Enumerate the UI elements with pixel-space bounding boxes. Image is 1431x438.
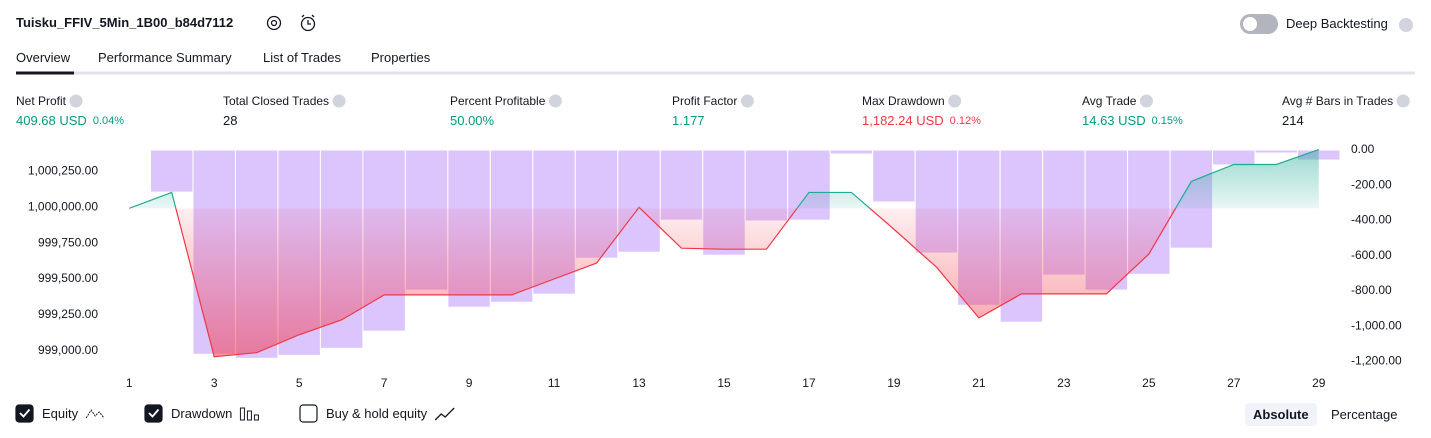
y-tick-label: 1,000,000.00 — [28, 200, 98, 214]
checkbox[interactable] — [299, 404, 318, 423]
legend-label[interactable]: Buy & hold equity — [326, 406, 428, 421]
x-tick-label: 25 — [1142, 376, 1156, 390]
info-icon — [69, 94, 83, 108]
checkbox[interactable] — [15, 404, 34, 423]
strategy-title: Tuisku_FFIV_5Min_1B00_b84d7112 — [16, 15, 234, 30]
tab[interactable]: Overview — [16, 50, 71, 65]
stat-value: 1,182.24 USD — [862, 113, 944, 128]
info-icon — [740, 94, 754, 108]
equity-line — [129, 149, 1319, 358]
stat-value: 50.00% — [450, 113, 495, 128]
x-tick-label: 29 — [1312, 376, 1326, 390]
stat-sub: 0.12% — [949, 115, 981, 127]
x-tick-label: 1 — [126, 376, 133, 390]
stat-sub: 0.15% — [1151, 115, 1183, 127]
x-tick-label: 13 — [632, 376, 646, 390]
drawdown-bar — [107, 149, 151, 152]
x-tick-label: 3 — [211, 376, 218, 390]
stat-label: Avg # Bars in Trades — [1282, 94, 1394, 108]
info-icon — [332, 94, 346, 108]
stat-sub: 0.04% — [92, 115, 125, 127]
info-icon — [1396, 94, 1410, 108]
checkbox[interactable] — [144, 404, 163, 423]
drawdown-bar — [617, 149, 661, 253]
checkmark — [148, 408, 160, 418]
y-tick-label: 999,000.00 — [38, 343, 98, 357]
x-tick-label: 15 — [717, 376, 731, 390]
y2-tick-label: -800.00 — [1351, 283, 1392, 297]
stat-label: Net Profit — [16, 94, 67, 108]
x-tick-label: 5 — [296, 376, 303, 390]
x-tick-label: 17 — [802, 376, 816, 390]
stat-label: Total Closed Trades — [223, 94, 330, 108]
x-tick-label: 19 — [887, 376, 901, 390]
y-tick-label: 999,250.00 — [38, 307, 98, 321]
toggle-label[interactable]: Deep Backtesting — [1286, 16, 1388, 31]
x-tick-label: 21 — [972, 376, 986, 390]
stat-value: 28 — [223, 113, 238, 128]
y2-tick-label: -600.00 — [1351, 248, 1392, 262]
x-tick-label: 7 — [381, 376, 388, 390]
drawdown-bar — [787, 149, 831, 221]
drawdown-bar — [1212, 149, 1256, 166]
toggle-knob — [1243, 17, 1257, 31]
info-icon — [948, 94, 962, 108]
info-icon — [1139, 94, 1153, 108]
info-icon — [548, 94, 562, 108]
x-tick-label: 23 — [1057, 376, 1071, 390]
y2-tick-label: -400.00 — [1351, 213, 1392, 227]
add-alert-icon[interactable] — [300, 14, 316, 32]
drawdown-bar — [149, 149, 194, 193]
stat-label: Avg Trade — [1082, 94, 1137, 108]
drawdown-bar — [829, 149, 874, 155]
stat-label: Max Drawdown — [862, 94, 945, 108]
equity-area — [129, 149, 1319, 357]
mode-button[interactable]: Absolute — [1245, 403, 1317, 426]
buyhold-icon — [434, 407, 455, 421]
stat-label: Percent Profitable — [450, 94, 546, 108]
drawdown-bar — [1254, 149, 1299, 154]
y-tick-label: 1,000,250.00 — [28, 164, 98, 178]
y2-tick-label: -200.00 — [1351, 177, 1392, 191]
equity-icon — [85, 409, 105, 419]
tab[interactable]: Properties — [371, 50, 431, 65]
y2-tick-label: 0.00 — [1351, 142, 1375, 156]
y2-tick-label: -1,000.00 — [1351, 318, 1402, 332]
x-tick-label: 11 — [548, 376, 561, 390]
y-tick-label: 999,750.00 — [38, 235, 98, 249]
stat-value: 409.68 USD — [16, 113, 87, 128]
settings-icon[interactable] — [266, 15, 282, 31]
x-tick-label: 9 — [466, 376, 473, 390]
stat-value: 214 — [1282, 113, 1304, 128]
drawdown-icon — [239, 407, 259, 421]
legend-label[interactable]: Drawdown — [171, 406, 233, 421]
x-tick-label: 27 — [1227, 376, 1241, 390]
stat-label: Profit Factor — [672, 94, 738, 108]
tab[interactable]: List of Trades — [263, 50, 342, 65]
mode-button[interactable]: Percentage — [1331, 407, 1398, 422]
drawdown-bar — [872, 149, 916, 203]
stat-value: 1.177 — [672, 113, 705, 128]
y-tick-label: 999,500.00 — [38, 271, 98, 285]
stat-value: 14.63 USD — [1082, 113, 1146, 128]
legend-label[interactable]: Equity — [42, 406, 79, 421]
tab[interactable]: Performance Summary — [98, 50, 232, 65]
checkmark — [19, 408, 31, 418]
y2-tick-label: -1,200.00 — [1351, 354, 1402, 368]
help-icon[interactable] — [1399, 18, 1413, 32]
